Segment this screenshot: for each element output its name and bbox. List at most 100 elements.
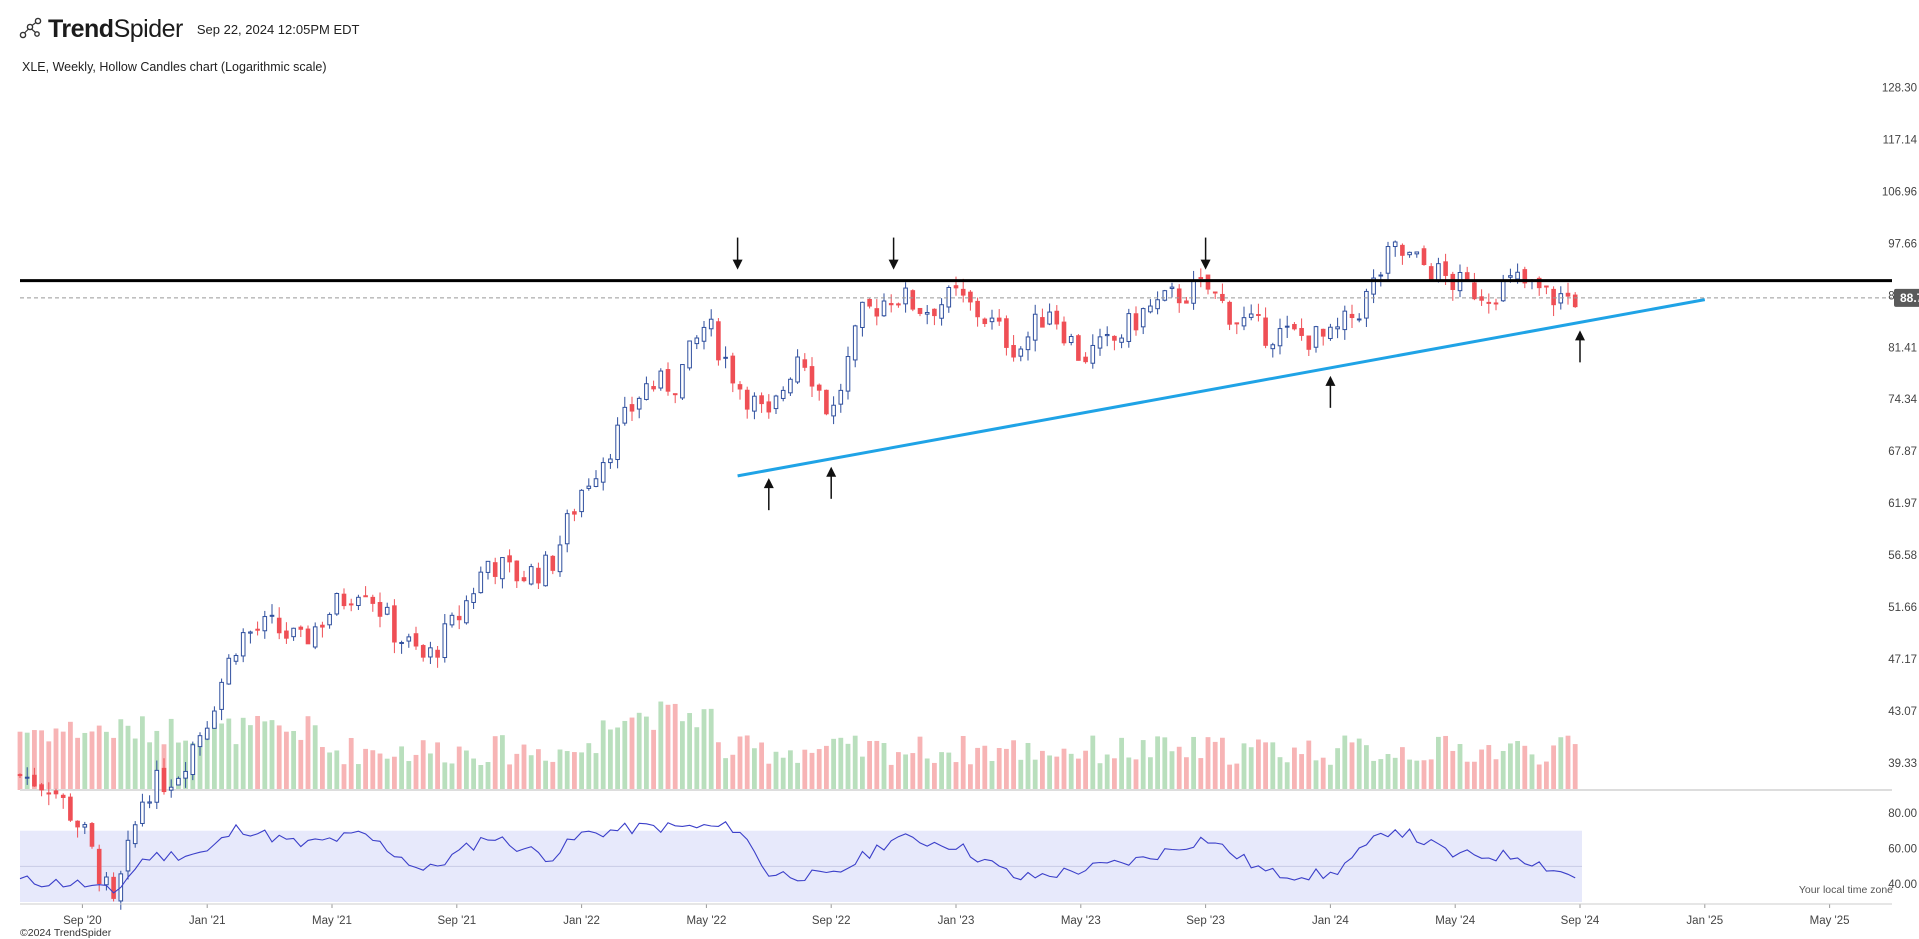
candle — [600, 462, 606, 483]
candle — [1068, 336, 1074, 344]
volume-bar — [1068, 753, 1074, 790]
candle — [1220, 293, 1225, 301]
x-tick-label: Sep '22 — [812, 915, 851, 927]
candle — [1400, 244, 1405, 256]
volume-bar — [82, 732, 88, 790]
volume-bar — [867, 741, 872, 790]
candle — [341, 593, 347, 607]
y-tick-label: 128.30 — [1882, 83, 1917, 95]
candle — [1148, 305, 1153, 313]
volume-bar — [212, 722, 217, 790]
x-tick-label: Jan '21 — [189, 915, 226, 927]
volume-bar — [953, 762, 959, 790]
candle — [838, 389, 844, 405]
volume-bar — [687, 713, 692, 790]
candle — [240, 632, 246, 657]
candle — [197, 735, 203, 748]
candle — [1112, 335, 1117, 341]
candle — [1191, 279, 1196, 304]
volume-bar — [960, 735, 966, 790]
y-tick-label: 74.34 — [1888, 394, 1917, 406]
volume-bar — [269, 720, 275, 790]
timestamp: Sep 22, 2024 12:05PM EDT — [196, 21, 360, 37]
volume-bar — [1457, 744, 1463, 790]
candle — [1270, 344, 1276, 350]
volume-bar — [1004, 748, 1009, 790]
candle — [680, 364, 685, 399]
candle — [802, 359, 808, 368]
candle — [1536, 277, 1542, 289]
volume-bar — [276, 725, 282, 790]
candle — [665, 369, 671, 392]
volume-bar — [168, 718, 174, 790]
rsi-tick-label: 60.00 — [1888, 844, 1917, 856]
candle — [176, 777, 181, 786]
volume-bar — [1522, 745, 1528, 790]
volume-bar — [370, 750, 376, 790]
volume-bar — [1176, 746, 1182, 790]
candle — [687, 340, 692, 369]
volume-bar — [1126, 757, 1132, 790]
volume-bar — [327, 752, 332, 790]
candle — [1198, 277, 1204, 280]
x-tick-label: May '21 — [312, 915, 352, 927]
candle — [795, 356, 800, 383]
candle — [284, 630, 289, 639]
volume-bar — [132, 738, 138, 790]
volume-bar — [788, 750, 793, 790]
candle — [478, 571, 484, 594]
volume-bar — [1400, 747, 1405, 790]
volume-bar — [1133, 759, 1139, 790]
candle — [1572, 294, 1578, 308]
volume-bar — [96, 725, 102, 790]
candle — [53, 790, 59, 795]
volume-bar — [1486, 745, 1492, 790]
volume-bar — [75, 737, 80, 790]
candle — [312, 626, 318, 648]
volume-bar — [1018, 759, 1024, 790]
volume-bar — [982, 745, 988, 790]
candle — [1371, 277, 1376, 295]
volume-bar — [780, 757, 786, 790]
volume-bar — [550, 761, 556, 790]
candle — [255, 628, 260, 631]
volume-bar — [996, 748, 1002, 790]
volume-bar — [1205, 737, 1211, 790]
candle — [1097, 336, 1103, 349]
candle — [154, 769, 160, 803]
candle — [1076, 335, 1081, 361]
volume-bar — [147, 742, 152, 790]
volume-bar — [939, 752, 944, 790]
candle — [507, 555, 512, 563]
candle — [269, 614, 275, 617]
timezone-note: Your local time zone — [1798, 884, 1893, 896]
y-tick-label: 39.33 — [1888, 758, 1917, 770]
candle — [975, 300, 980, 318]
volume-bar — [1335, 748, 1340, 790]
candle — [356, 596, 361, 607]
volume-bar — [1270, 742, 1276, 790]
y-tick-label: 51.66 — [1888, 602, 1917, 614]
volume-bar — [636, 712, 642, 790]
volume-bar — [723, 758, 728, 790]
candle — [1565, 292, 1571, 297]
candle — [435, 649, 440, 658]
candle — [572, 511, 577, 515]
volume-bar — [1421, 760, 1427, 790]
volume-bar — [831, 738, 836, 790]
y-tick-label: 47.17 — [1888, 654, 1917, 666]
volume-bar — [1436, 736, 1441, 790]
volume-bar — [305, 716, 311, 790]
x-tick-label: Sep '24 — [1561, 915, 1600, 927]
candle — [348, 603, 354, 606]
volume-bar — [140, 716, 145, 790]
candle — [1241, 317, 1247, 327]
candle — [147, 801, 152, 804]
candle — [68, 796, 73, 821]
candle — [384, 606, 390, 615]
volume-bar — [1011, 740, 1016, 790]
x-tick-label: Jan '25 — [1686, 915, 1723, 927]
candle — [708, 318, 714, 330]
candle — [60, 794, 66, 798]
